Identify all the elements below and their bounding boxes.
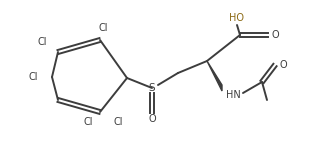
Text: O: O xyxy=(279,60,287,70)
Text: Cl: Cl xyxy=(113,117,123,127)
Text: HO: HO xyxy=(230,13,244,23)
Text: Cl: Cl xyxy=(37,37,47,47)
Text: O: O xyxy=(148,114,156,124)
Text: HN: HN xyxy=(226,90,241,100)
Polygon shape xyxy=(207,61,222,91)
Text: Cl: Cl xyxy=(98,23,108,33)
Text: O: O xyxy=(271,30,279,40)
Text: Cl: Cl xyxy=(28,72,38,82)
Text: Cl: Cl xyxy=(83,117,93,127)
Text: S: S xyxy=(149,83,155,93)
